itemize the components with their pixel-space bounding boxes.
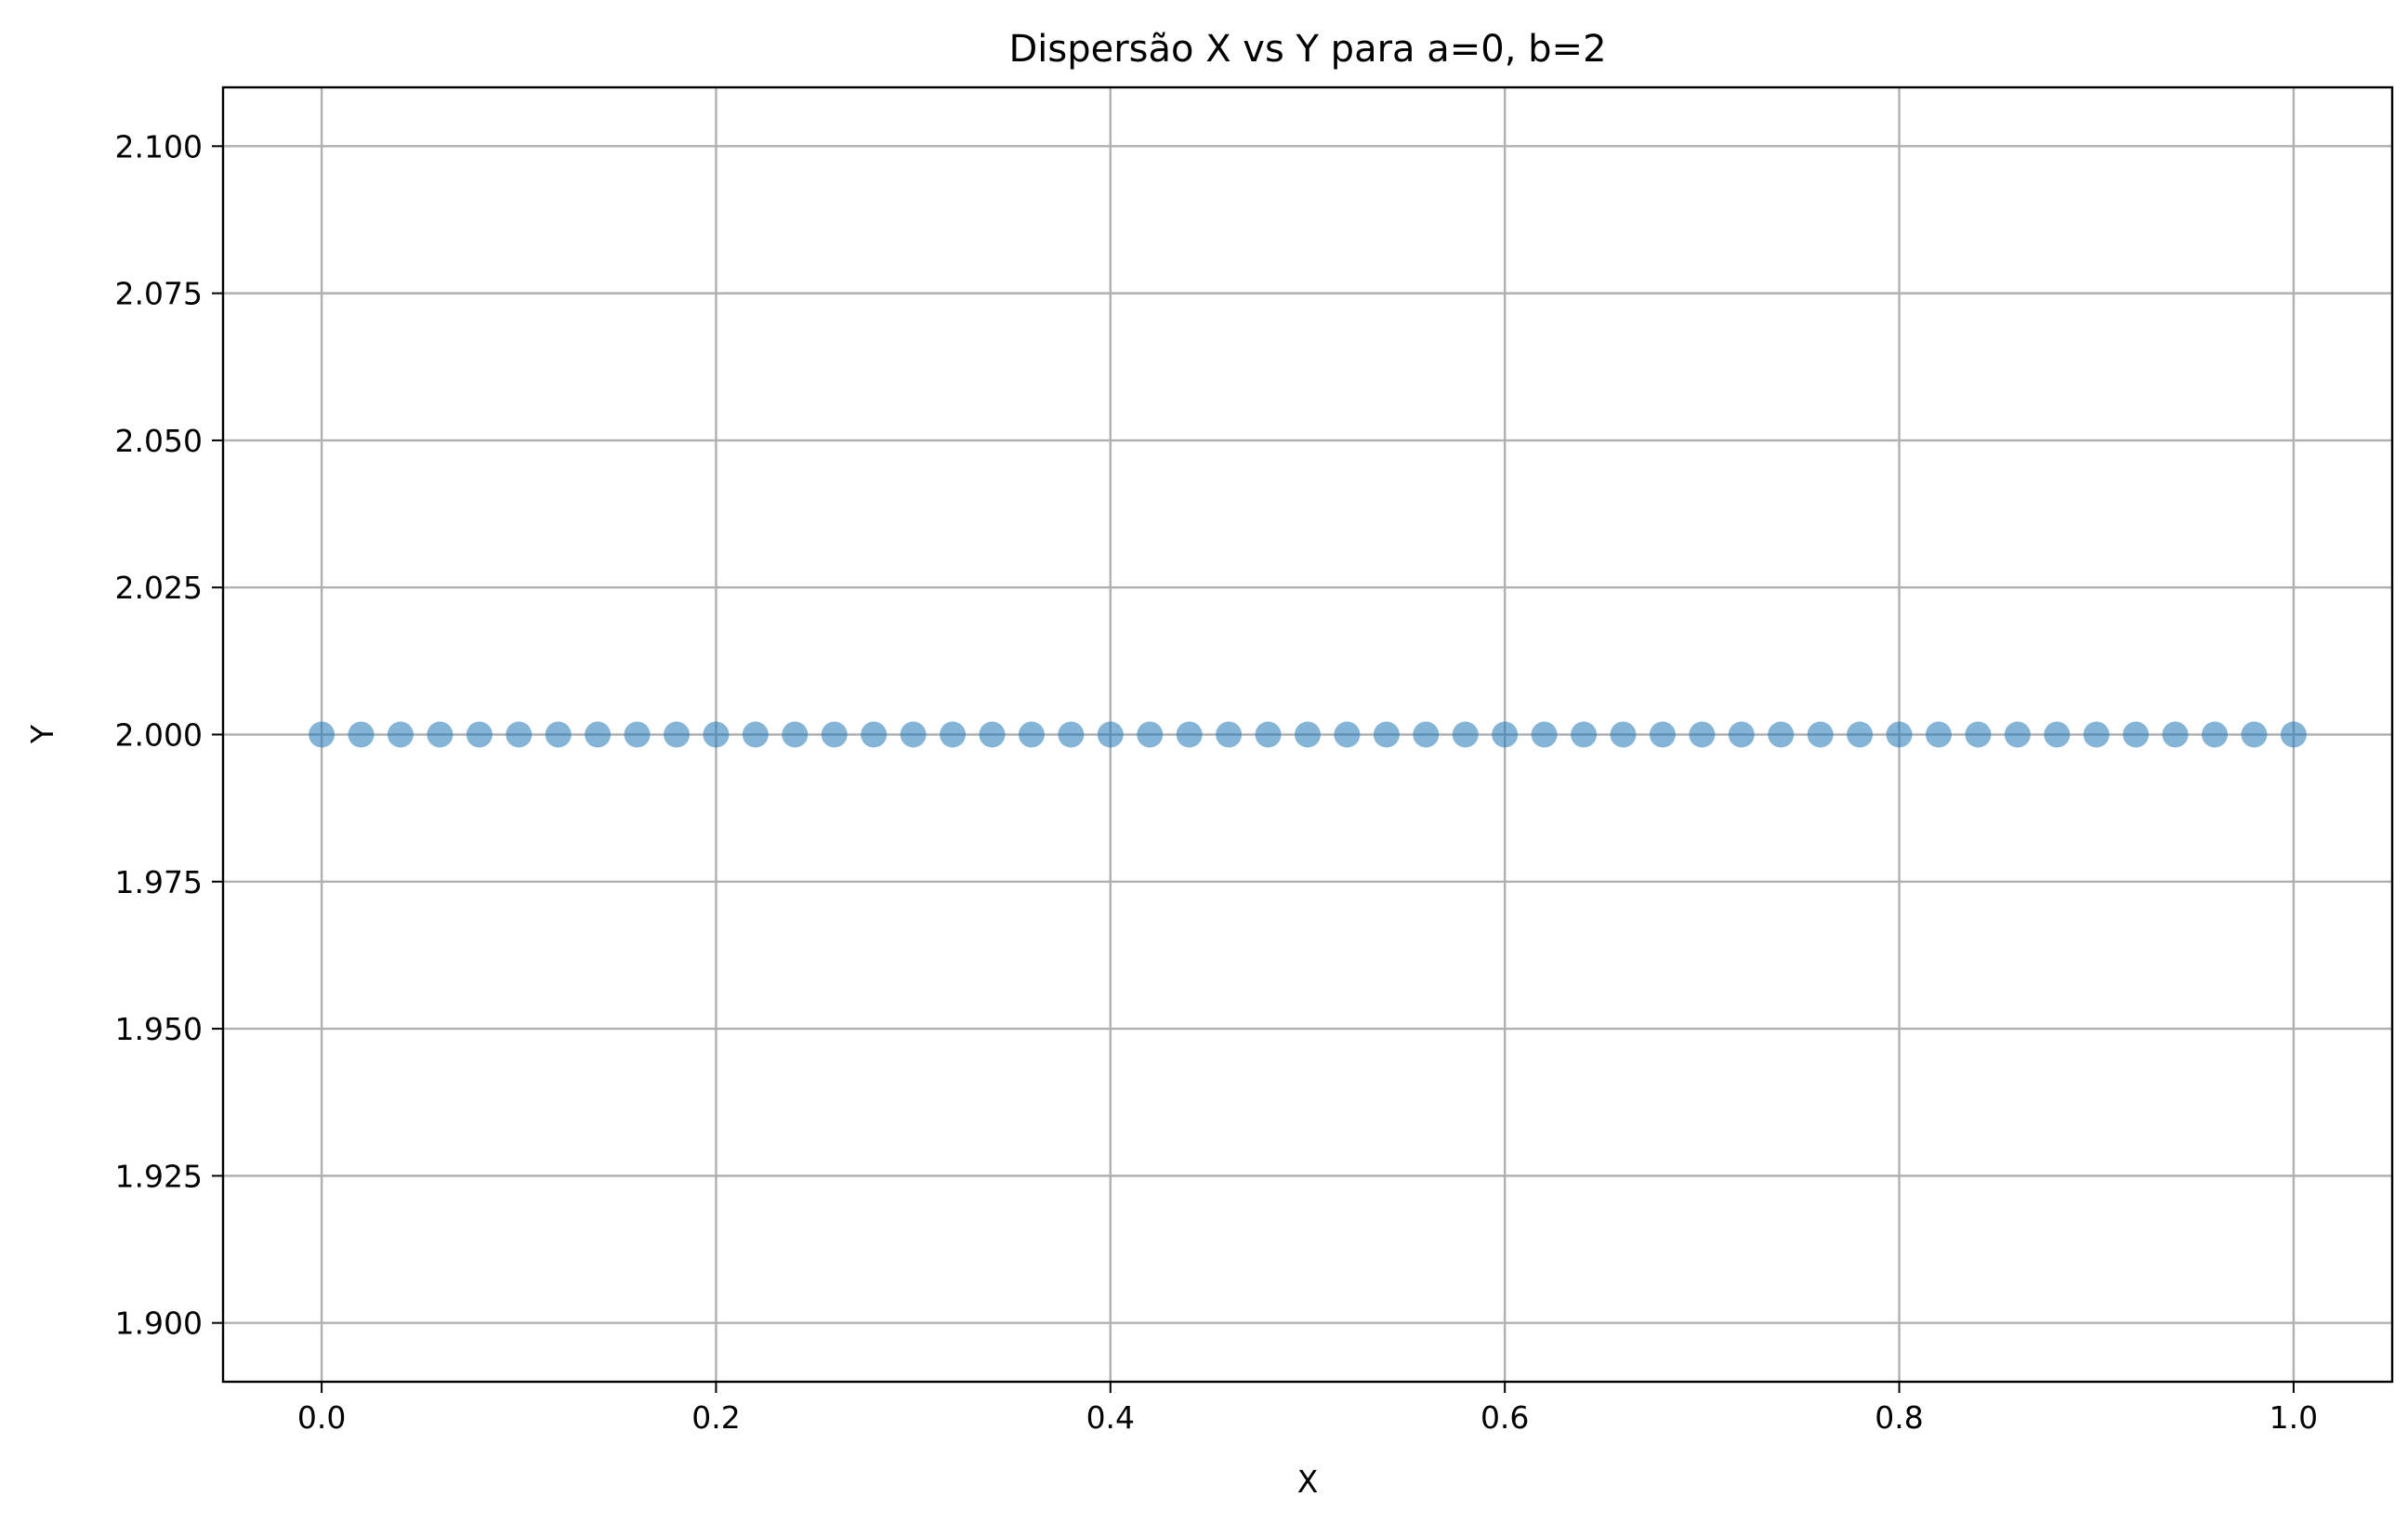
data-point: [1176, 721, 1203, 748]
data-point: [1649, 721, 1676, 748]
data-point: [782, 721, 809, 748]
y-tick-label: 2.050: [115, 423, 203, 459]
data-point: [1413, 721, 1440, 748]
data-point: [664, 721, 691, 748]
data-point: [1571, 721, 1598, 748]
data-point: [861, 721, 888, 748]
x-tick-label: 0.8: [1875, 1399, 1923, 1436]
data-point: [2044, 721, 2071, 748]
data-point: [2162, 721, 2189, 748]
data-point: [1295, 721, 1321, 748]
data-point: [387, 721, 414, 748]
x-tick-label: 0.6: [1480, 1399, 1529, 1436]
data-point: [1216, 721, 1243, 748]
data-point: [1373, 721, 1400, 748]
data-point: [1334, 721, 1361, 748]
data-point: [2004, 721, 2031, 748]
data-point: [585, 721, 612, 748]
x-tick-label: 0.4: [1086, 1399, 1135, 1436]
chart-title: Dispersão X vs Y para a=0, b=2: [1008, 28, 1606, 71]
y-tick-label: 2.100: [115, 128, 203, 164]
y-tick-label: 2.000: [115, 717, 203, 754]
data-point: [1847, 721, 1874, 748]
data-point: [1097, 721, 1124, 748]
data-point: [940, 721, 967, 748]
data-point: [2280, 721, 2307, 748]
data-point: [1768, 721, 1795, 748]
data-point: [821, 721, 848, 748]
y-tick-label: 1.900: [115, 1306, 203, 1342]
data-point: [1137, 721, 1164, 748]
data-point: [1965, 721, 1992, 748]
data-point: [1255, 721, 1282, 748]
data-point: [900, 721, 927, 748]
data-point: [506, 721, 533, 748]
x-tick-label: 0.0: [297, 1399, 346, 1436]
y-tick-label: 1.925: [115, 1158, 203, 1194]
data-points: [309, 721, 2307, 748]
data-point: [2123, 721, 2150, 748]
data-point: [742, 721, 769, 748]
data-point: [309, 721, 336, 748]
data-point: [545, 721, 572, 748]
data-point: [624, 721, 651, 748]
data-point: [1728, 721, 1755, 748]
x-tick-label: 0.2: [691, 1399, 740, 1436]
y-tick-label: 1.950: [115, 1011, 203, 1047]
data-point: [1610, 721, 1637, 748]
data-point: [2083, 721, 2110, 748]
data-point: [1886, 721, 1913, 748]
data-point: [1925, 721, 1952, 748]
data-point: [348, 721, 375, 748]
x-tick-label: 1.0: [2270, 1399, 2318, 1436]
y-tick-label: 1.975: [115, 864, 203, 900]
y-axis-ticks: 1.900 1.925 1.950 1.975 2.000 2.025 2.050 2.075…: [115, 128, 223, 1342]
data-point: [466, 721, 493, 748]
data-point: [1807, 721, 1834, 748]
data-point: [1018, 721, 1045, 748]
y-axis-label: Y: [24, 724, 60, 744]
data-point: [1452, 721, 1479, 748]
data-point: [2202, 721, 2229, 748]
y-tick-label: 2.075: [115, 276, 203, 312]
x-axis-label: X: [1297, 1464, 1319, 1500]
data-point: [2241, 721, 2268, 748]
x-axis-ticks: 0.0 0.2 0.4 0.6 0.8 1.0: [297, 1382, 2318, 1436]
data-point: [427, 721, 454, 748]
data-point: [703, 721, 730, 748]
data-point: [1492, 721, 1519, 748]
data-point: [1058, 721, 1085, 748]
y-tick-label: 2.025: [115, 570, 203, 606]
data-point: [1689, 721, 1716, 748]
data-point: [979, 721, 1006, 748]
data-point: [1531, 721, 1558, 748]
